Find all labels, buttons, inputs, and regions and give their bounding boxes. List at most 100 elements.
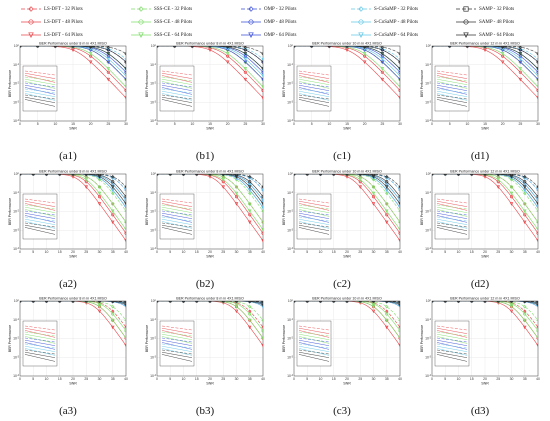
series-group (20, 301, 126, 348)
data-point (98, 301, 101, 304)
data-point (243, 46, 248, 49)
x-tick-label: 5 (169, 250, 171, 254)
data-point (371, 309, 376, 314)
data-point (518, 70, 522, 74)
y-axis-label: BER Performance (420, 198, 424, 225)
data-point (261, 57, 263, 61)
data-point (380, 48, 384, 52)
data-point (221, 185, 226, 189)
legend-marker (463, 19, 469, 25)
data-point (398, 195, 400, 199)
x-tick-label: 10 (182, 377, 186, 381)
x-axis-label: SNR (343, 255, 351, 259)
legend-swatch (456, 32, 476, 38)
y-tick-label: 10⁰ (288, 44, 294, 48)
legend-marker (248, 19, 254, 25)
data-point (88, 60, 93, 65)
data-point (522, 220, 527, 225)
chart-plot: BER Performance under 8 m in 4X1 MISO10-… (145, 170, 265, 259)
data-point (294, 301, 295, 303)
legend-label: SSS-CE - 64 Pilots (154, 32, 193, 38)
inset-series-line (298, 200, 330, 207)
data-point (124, 343, 126, 348)
inset-series-line (24, 70, 56, 76)
inset-series-line (24, 345, 56, 352)
inset-series-line (298, 227, 330, 235)
data-point (248, 301, 251, 304)
data-point (536, 70, 538, 74)
x-tick-label: 10 (457, 250, 461, 254)
data-point (124, 185, 126, 189)
inset-series-line (436, 99, 468, 107)
data-point (261, 185, 263, 189)
y-tick-exponent: -3 (429, 100, 432, 103)
chart-plot: BER Performance under 8 m in 4X1 MISO10-… (145, 297, 265, 386)
data-point (384, 318, 389, 323)
data-point (398, 57, 400, 61)
data-point (346, 301, 348, 303)
x-tick-label: 20 (483, 250, 487, 254)
panel-label: (c3) (333, 405, 351, 417)
data-point (110, 185, 115, 189)
y-tick-label: 10-4 (150, 374, 157, 378)
data-point (398, 325, 400, 329)
x-axis-label: SNR (206, 127, 214, 131)
data-point (536, 52, 538, 56)
x-tick-label: 30 (98, 377, 102, 381)
data-point (124, 70, 126, 74)
data-point (380, 46, 385, 49)
panel-label: (d1) (470, 150, 490, 162)
y-tick-label: 10-2 (150, 337, 157, 341)
inset-series-line (161, 216, 193, 222)
inset-series-line (298, 218, 330, 225)
x-axis-label: SNR (69, 127, 77, 131)
y-tick-label: 10-2 (287, 210, 294, 214)
inset-series-line (161, 345, 193, 352)
inset-series-line (298, 70, 330, 76)
inset-series-line (298, 337, 330, 343)
legend-label: S-CoSaMP - 32 Pilots (374, 6, 419, 12)
legend-item: SAMP - 32 Pilots (455, 4, 514, 14)
y-tick-label: 10⁰ (151, 44, 157, 48)
y-tick-label: 10⁰ (288, 299, 294, 303)
data-point (110, 325, 115, 330)
data-point (536, 96, 538, 100)
inset-series-line (298, 94, 330, 100)
x-tick-label: 25 (221, 250, 225, 254)
data-point (111, 304, 115, 309)
data-point (182, 301, 185, 303)
series-line (432, 174, 538, 188)
x-tick-label: 30 (510, 377, 514, 381)
inset-series-line (24, 90, 56, 97)
data-point (111, 309, 115, 313)
data-point (483, 174, 487, 177)
zoom-inset (434, 193, 470, 240)
data-point (124, 303, 126, 307)
data-point (536, 60, 538, 64)
inset-series-line (161, 204, 193, 210)
y-axis-label: BER Performance (8, 70, 12, 97)
panel-label: (a3) (59, 405, 77, 417)
data-point (518, 77, 523, 82)
y-axis-label: BER Performance (420, 70, 424, 97)
data-point (536, 77, 538, 81)
x-tick-label: 30 (235, 377, 239, 381)
x-tick-label: 20 (89, 122, 93, 126)
y-tick-label: 10-2 (425, 337, 432, 341)
data-point (536, 198, 538, 202)
inset-series-line (24, 200, 56, 207)
data-point (248, 309, 252, 313)
data-point (261, 220, 263, 224)
legend-label: OMP - 64 Pilots (264, 32, 297, 38)
data-point (124, 67, 126, 71)
y-axis-label: BER Performance (145, 70, 149, 97)
data-point (536, 239, 538, 243)
data-point (261, 77, 263, 81)
data-point (97, 177, 102, 182)
y-tick-exponent: -3 (291, 100, 294, 103)
y-tick-exponent: -2 (17, 337, 20, 340)
data-point (247, 318, 252, 323)
x-tick-label: 0 (431, 250, 433, 254)
data-point (398, 343, 400, 348)
y-tick-label: 10-4 (150, 119, 157, 123)
